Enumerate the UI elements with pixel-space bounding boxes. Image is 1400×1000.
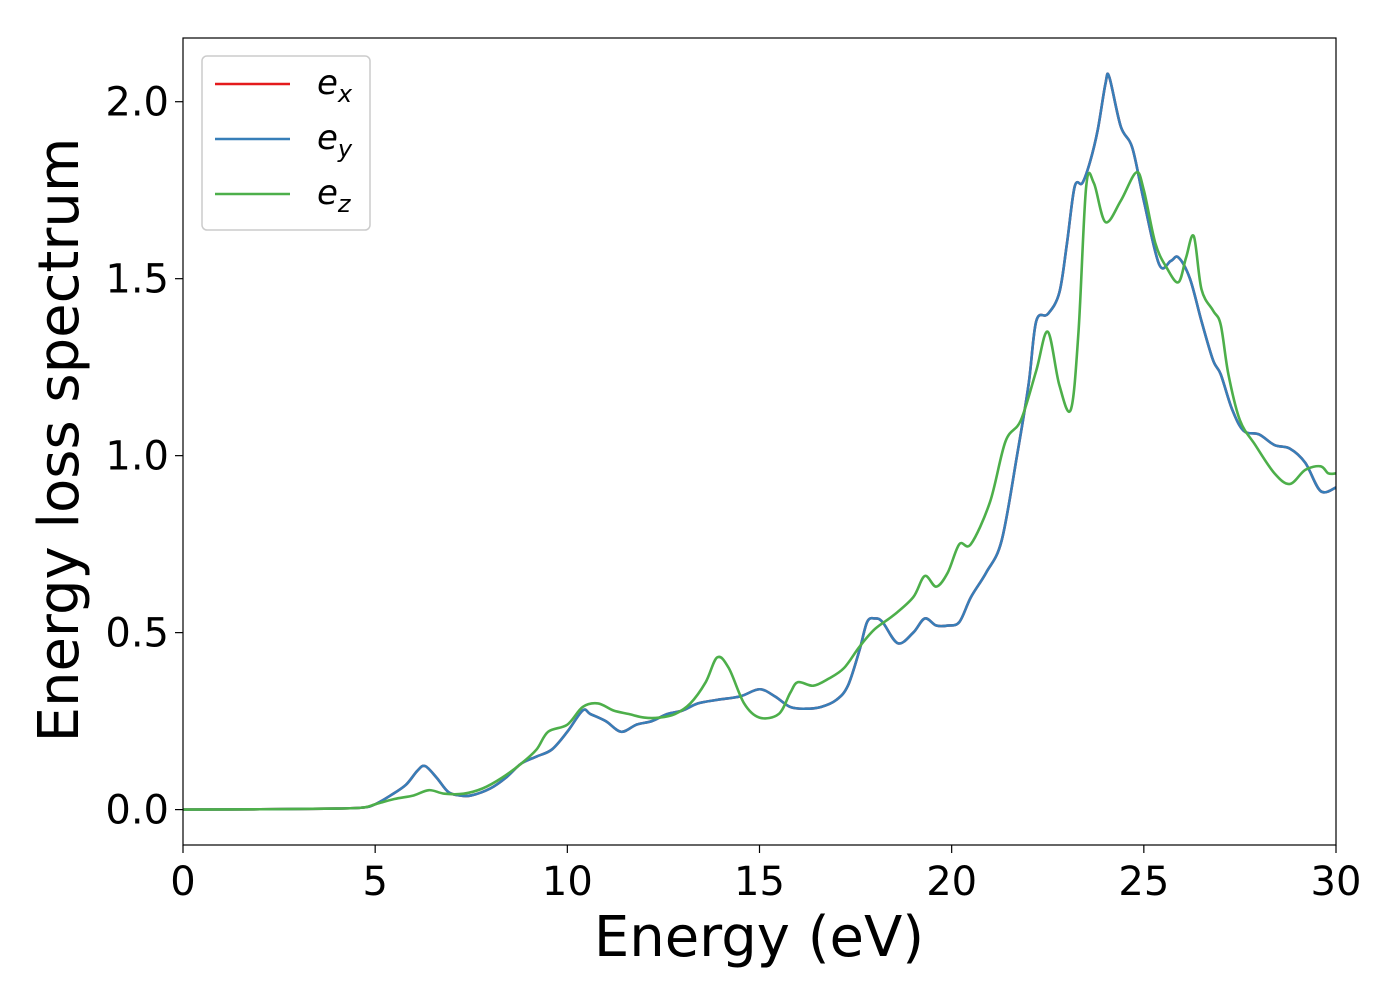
y-axis-ticks: 0.0 0.5 1.0 1.5 2.0 [105,80,183,834]
x-tick-label: 15 [734,859,785,905]
legend-label-e-x: ex [317,63,353,108]
legend-label-subscript: y [337,135,353,163]
legend-box [201,55,371,231]
x-tick-label: 10 [542,859,593,905]
x-tick-label: 30 [1311,859,1362,905]
x-tick-label: 25 [1118,859,1169,905]
series-line-e-z [183,170,1336,811]
legend-label-subscript: z [337,190,352,218]
y-tick-label: 0.5 [105,611,169,657]
legend-label-base: e [317,63,338,103]
y-tick-label: 1.5 [105,257,169,303]
y-tick-label: 0.0 [105,788,169,834]
y-tick-label: 2.0 [105,80,169,126]
legend-label-e-y: ey [317,118,353,163]
y-tick-label: 1.0 [105,434,169,480]
legend-label-e-z: ez [317,173,352,218]
x-axis-ticks: 0 5 10 15 20 25 30 [170,845,1361,905]
legend-label-subscript: x [337,80,353,108]
x-tick-label: 20 [926,859,977,905]
y-axis-title: Energy loss spectrum [27,138,92,743]
series-layer [183,72,1336,811]
x-tick-label: 5 [362,859,387,905]
x-tick-label: 0 [170,859,195,905]
series-line-e-y [183,72,1336,811]
legend-label-base: e [317,118,338,158]
legend-label-base: e [317,173,338,213]
x-axis-title: Energy (eV) [594,905,924,970]
